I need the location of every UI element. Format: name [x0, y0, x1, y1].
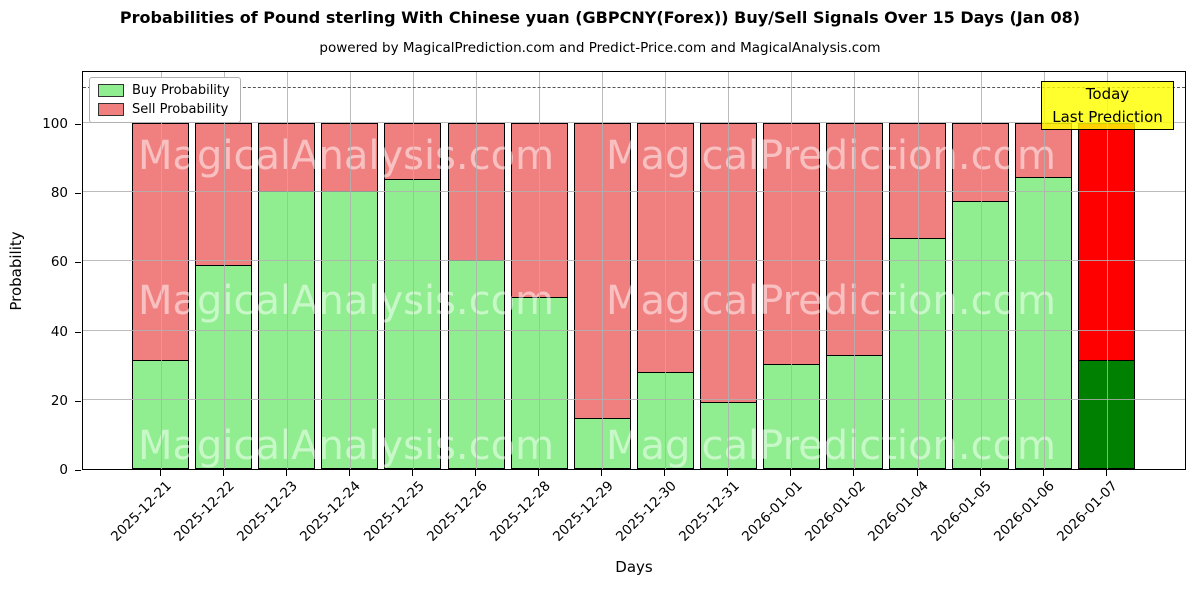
legend-swatch-icon — [98, 103, 124, 116]
vertical-gridline — [412, 72, 414, 469]
horizontal-gridline — [83, 121, 1185, 123]
x-tick-label: 2025-12-29 — [549, 478, 617, 545]
legend-label: Buy Probability — [132, 83, 230, 98]
y-tick-mark — [75, 400, 81, 402]
x-tick-mark — [979, 470, 981, 476]
horizontal-gridline — [83, 260, 1185, 262]
vertical-gridline — [286, 72, 288, 469]
x-tick-mark — [664, 470, 666, 476]
vertical-gridline — [728, 72, 730, 469]
chart-subtitle: powered by MagicalPrediction.com and Pre… — [319, 40, 881, 56]
legend-label: Sell Probability — [132, 102, 229, 117]
y-tick-mark — [75, 193, 81, 195]
vertical-gridline — [602, 72, 604, 469]
legend-item: Buy Probability — [98, 83, 230, 98]
x-tick-mark — [853, 470, 855, 476]
y-tick-label: 40 — [50, 323, 68, 340]
vertical-gridline — [791, 72, 793, 469]
dashed-threshold-line — [83, 87, 1185, 89]
x-tick-label: 2026-01-01 — [738, 478, 806, 545]
x-tick-mark — [348, 470, 350, 476]
x-tick-label: 2026-01-06 — [991, 478, 1059, 545]
x-tick-mark — [411, 470, 413, 476]
legend-item: Sell Probability — [98, 102, 230, 117]
vertical-gridline — [917, 72, 919, 469]
x-tick-label: 2026-01-04 — [865, 478, 932, 545]
vertical-gridline — [539, 72, 541, 469]
horizontal-gridline — [83, 329, 1185, 331]
vertical-gridline — [665, 72, 667, 469]
y-tick-mark — [75, 262, 81, 264]
vertical-gridline — [1106, 72, 1108, 469]
y-tick-label: 100 — [42, 115, 68, 132]
y-axis-label: Probability — [7, 231, 25, 311]
x-tick-label: 2025-12-31 — [675, 478, 743, 545]
x-tick-label: 2025-12-24 — [297, 478, 365, 545]
x-tick-mark — [159, 470, 161, 476]
x-tick-label: 2025-12-28 — [486, 478, 554, 545]
y-tick-label: 20 — [50, 392, 68, 409]
horizontal-gridline — [83, 191, 1185, 193]
vertical-gridline — [160, 72, 162, 469]
x-tick-label: 2026-01-05 — [928, 478, 995, 545]
today-annotation: Today Last Prediction — [1041, 81, 1174, 130]
vertical-gridline — [476, 72, 478, 469]
x-tick-mark — [916, 470, 918, 476]
x-tick-mark — [601, 470, 603, 476]
x-tick-mark — [222, 470, 224, 476]
x-axis-label: Days — [615, 558, 653, 576]
y-tick-mark — [75, 123, 81, 125]
x-tick-label: 2025-12-23 — [234, 478, 302, 545]
x-tick-mark — [727, 470, 729, 476]
x-tick-label: 2025-12-21 — [108, 478, 176, 545]
x-tick-label: 2026-01-02 — [801, 478, 869, 545]
x-tick-label: 2025-12-22 — [171, 478, 239, 545]
vertical-gridline — [980, 72, 982, 469]
vertical-gridline — [349, 72, 351, 469]
x-tick-mark — [475, 470, 477, 476]
x-tick-mark — [790, 470, 792, 476]
horizontal-gridline — [83, 398, 1185, 400]
today-annotation-line2: Last Prediction — [1052, 107, 1163, 126]
x-tick-mark — [285, 470, 287, 476]
plot-area: MagicalAnalysis.com MagicalPrediction.com… — [82, 71, 1186, 470]
y-tick-label: 0 — [59, 462, 68, 478]
x-tick-mark — [1105, 470, 1107, 476]
x-tick-label: 2025-12-30 — [612, 478, 680, 545]
y-tick-label: 80 — [50, 185, 68, 202]
legend: Buy Probability Sell Probability — [89, 77, 241, 123]
x-tick-label: 2025-12-25 — [360, 478, 428, 545]
legend-swatch-icon — [98, 84, 124, 97]
y-tick-label: 60 — [50, 254, 68, 271]
vertical-gridline — [854, 72, 856, 469]
y-tick-mark — [75, 470, 81, 471]
y-tick-mark — [75, 331, 81, 333]
chart-title: Probabilities of Pound sterling With Chi… — [119, 8, 1081, 27]
x-tick-mark — [538, 470, 540, 476]
x-tick-label: 2025-12-26 — [423, 478, 491, 545]
vertical-gridline — [223, 72, 225, 469]
today-annotation-line1: Today — [1085, 85, 1130, 103]
vertical-gridline — [1043, 72, 1045, 469]
x-tick-label: 2026-01-07 — [1054, 478, 1122, 545]
x-tick-mark — [1042, 470, 1044, 476]
